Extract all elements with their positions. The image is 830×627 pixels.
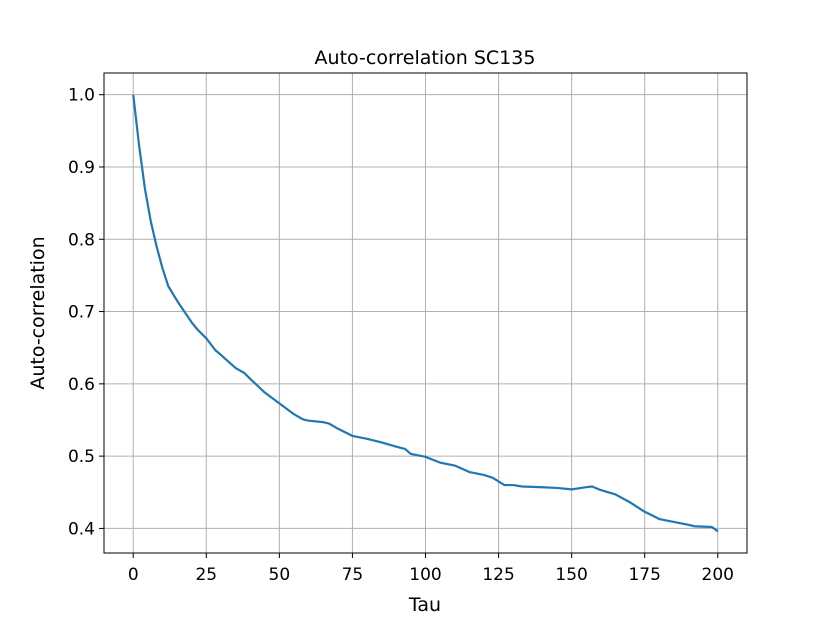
y-tick-label: 1.0 — [68, 86, 95, 106]
x-tick-label: 175 — [628, 565, 660, 585]
x-tick-label: 50 — [269, 565, 291, 585]
x-axis-label: Tau — [408, 594, 441, 616]
y-tick-label: 0.8 — [68, 230, 95, 250]
x-tick-label: 200 — [702, 565, 734, 585]
data-line — [132, 94, 719, 533]
y-tick-label: 0.7 — [68, 303, 95, 323]
plot-frame — [103, 72, 748, 554]
chart-title: Auto-correlation SC135 — [315, 47, 536, 69]
x-tick-label: 100 — [409, 565, 441, 585]
y-tick-label: 0.9 — [68, 158, 95, 178]
x-tick-label: 125 — [482, 565, 514, 585]
x-tick-label: 25 — [195, 565, 217, 585]
y-axis-label: Auto-correlation — [27, 236, 49, 389]
y-tick-label: 0.5 — [68, 447, 95, 467]
x-tick-label: 0 — [128, 565, 139, 585]
x-tick-label: 150 — [555, 565, 587, 585]
y-tick-label: 0.4 — [68, 519, 95, 539]
y-tick-label: 0.6 — [68, 375, 95, 395]
x-tick-label: 75 — [342, 565, 364, 585]
